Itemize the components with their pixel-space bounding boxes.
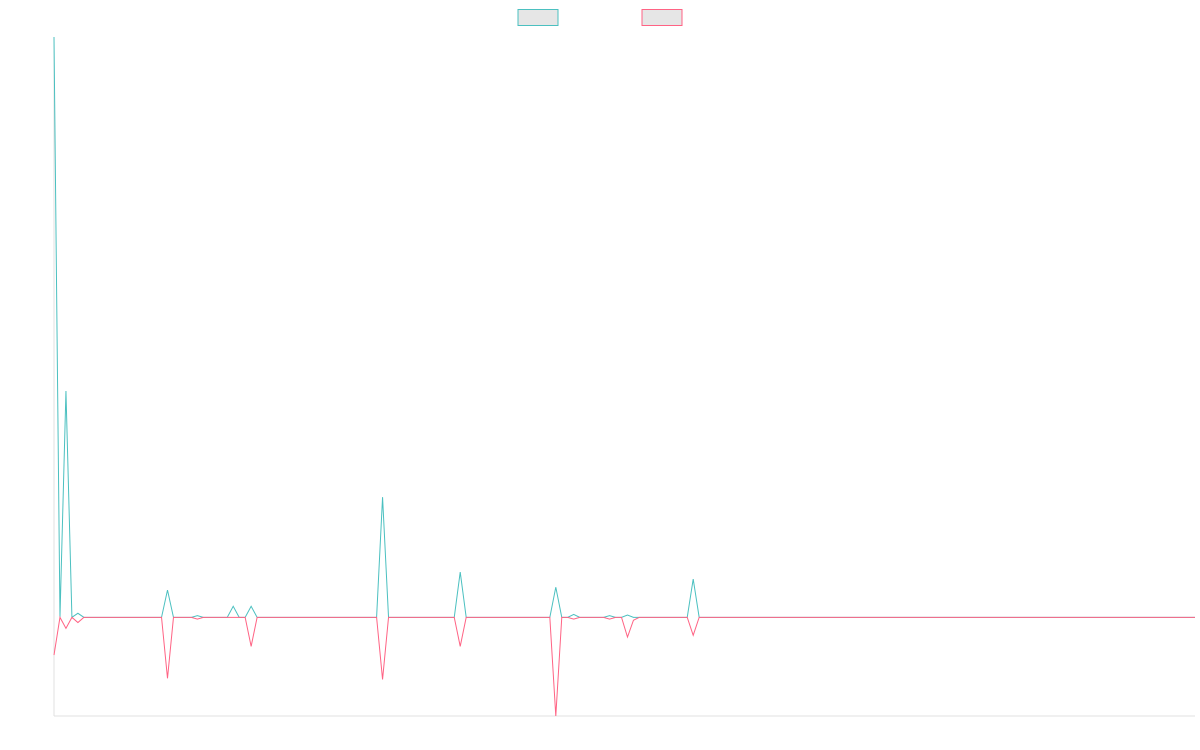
legend-swatch[interactable] [517, 9, 559, 26]
series-line [53, 36, 1195, 619]
series-line [53, 615, 1195, 717]
legend-swatch[interactable] [641, 9, 683, 26]
